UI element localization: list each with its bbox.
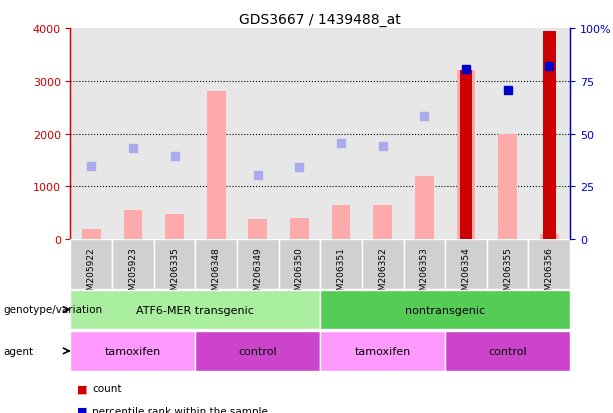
Bar [320, 290, 570, 330]
Bar [528, 29, 570, 240]
Bar [154, 29, 196, 240]
Bar [70, 29, 112, 240]
Bar [415, 176, 434, 240]
Text: GSM205923: GSM205923 [129, 247, 137, 301]
Text: control: control [489, 346, 527, 356]
Text: control: control [238, 346, 277, 356]
Bar [487, 29, 528, 240]
Bar [362, 240, 403, 289]
Bar [543, 31, 555, 240]
Text: nontransgenic: nontransgenic [405, 305, 485, 315]
Text: ■: ■ [77, 406, 87, 413]
Text: GSM206352: GSM206352 [378, 247, 387, 301]
Text: tamoxifen: tamoxifen [354, 346, 411, 356]
Bar [70, 331, 196, 371]
Bar [196, 331, 320, 371]
Bar [362, 29, 403, 240]
Bar [196, 29, 237, 240]
Text: percentile rank within the sample: percentile rank within the sample [92, 406, 268, 413]
Bar [403, 240, 445, 289]
Text: genotype/variation: genotype/variation [3, 305, 102, 315]
Bar [70, 290, 320, 330]
Bar [124, 211, 142, 240]
Text: count: count [92, 383, 121, 393]
Text: GSM206348: GSM206348 [211, 247, 221, 301]
Bar [112, 29, 154, 240]
Bar [403, 29, 445, 240]
Text: GSM206349: GSM206349 [253, 247, 262, 301]
Text: GSM206335: GSM206335 [170, 247, 179, 302]
Bar [166, 214, 184, 240]
Bar [279, 240, 321, 289]
Text: GSM206350: GSM206350 [295, 247, 304, 302]
Bar [290, 218, 309, 240]
Text: GSM206356: GSM206356 [545, 247, 554, 302]
Bar [207, 92, 226, 240]
Bar [498, 134, 517, 240]
Text: GSM206351: GSM206351 [337, 247, 346, 302]
Text: GSM206355: GSM206355 [503, 247, 512, 302]
Bar [82, 229, 101, 240]
Bar [445, 331, 570, 371]
Bar [237, 29, 279, 240]
Bar [112, 240, 154, 289]
Text: agent: agent [3, 346, 33, 356]
Bar [445, 29, 487, 240]
Bar [332, 205, 351, 240]
Bar [70, 240, 112, 289]
Text: ■: ■ [77, 383, 87, 393]
Text: GSM205922: GSM205922 [87, 247, 96, 301]
Title: GDS3667 / 1439488_at: GDS3667 / 1439488_at [240, 12, 401, 26]
Bar [237, 240, 279, 289]
Bar [279, 29, 321, 240]
Bar [154, 240, 196, 289]
Bar [320, 240, 362, 289]
Bar [540, 234, 558, 240]
Bar [320, 331, 445, 371]
Text: GSM206354: GSM206354 [462, 247, 471, 301]
Bar [457, 71, 475, 240]
Text: tamoxifen: tamoxifen [105, 346, 161, 356]
Bar [445, 240, 487, 289]
Text: ATF6-MER transgenic: ATF6-MER transgenic [137, 305, 254, 315]
Bar [373, 205, 392, 240]
Bar [460, 71, 472, 240]
Bar [487, 240, 528, 289]
Bar [320, 29, 362, 240]
Bar [248, 220, 267, 240]
Bar [196, 240, 237, 289]
Text: GSM206353: GSM206353 [420, 247, 429, 302]
Bar [528, 240, 570, 289]
